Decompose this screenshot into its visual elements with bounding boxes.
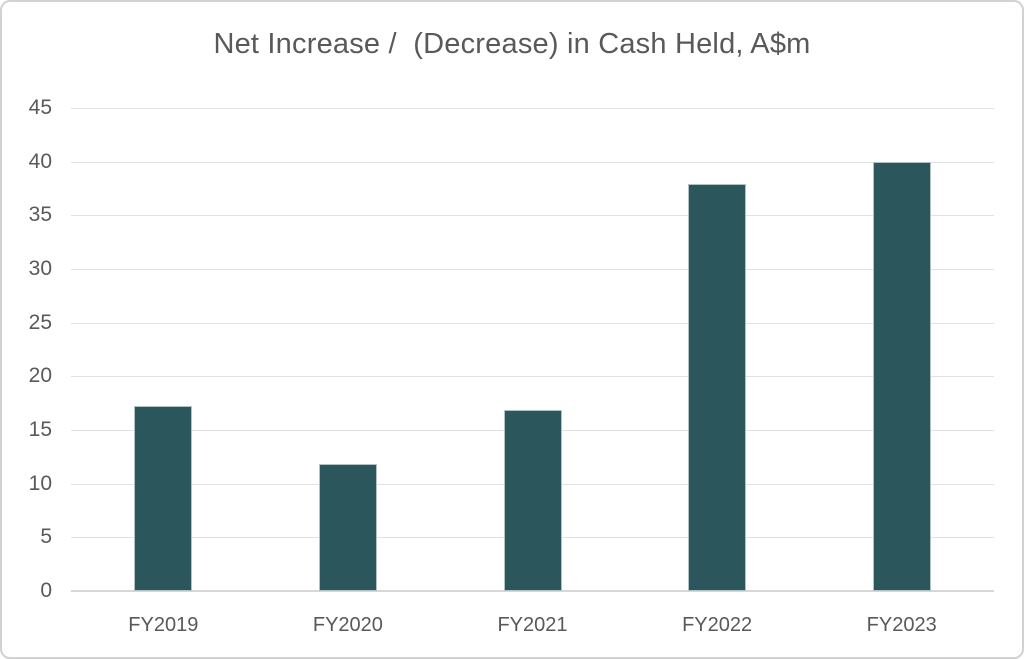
gridline (71, 161, 994, 163)
bar-fy2019 (134, 406, 193, 591)
chart-title: Net Increase / (Decrease) in Cash Held, … (213, 28, 811, 60)
gridline (71, 376, 994, 378)
gridline (71, 269, 994, 270)
bar-fy2020 (318, 464, 377, 591)
y-tick-label: 45 (28, 96, 52, 119)
x-tick-label-fy2021: FY2021 (497, 614, 568, 636)
plot-area (71, 108, 994, 592)
y-tick-label: 0 (40, 579, 52, 602)
x-axis-line (71, 590, 994, 592)
gridline (71, 108, 994, 109)
x-tick-label-fy2020: FY2020 (312, 614, 383, 636)
gridline (71, 322, 994, 324)
bar-fy2023 (872, 161, 931, 591)
x-tick-label-fy2022: FY2022 (682, 614, 753, 636)
y-tick-label: 20 (28, 364, 52, 388)
bar-fy2021 (503, 409, 562, 591)
x-tick-label-fy2023: FY2023 (866, 614, 937, 636)
y-tick-label: 5 (40, 525, 52, 549)
y-tick-label: 35 (28, 203, 52, 227)
bar-fy2022 (688, 184, 747, 591)
y-tick-label: 10 (28, 471, 52, 495)
y-tick-label: 30 (28, 257, 52, 280)
y-tick-label: 15 (28, 418, 52, 441)
y-tick-label: 25 (28, 310, 52, 334)
y-tick-label: 40 (28, 149, 52, 173)
gridline (71, 215, 994, 217)
x-tick-label-fy2019: FY2019 (128, 614, 199, 636)
